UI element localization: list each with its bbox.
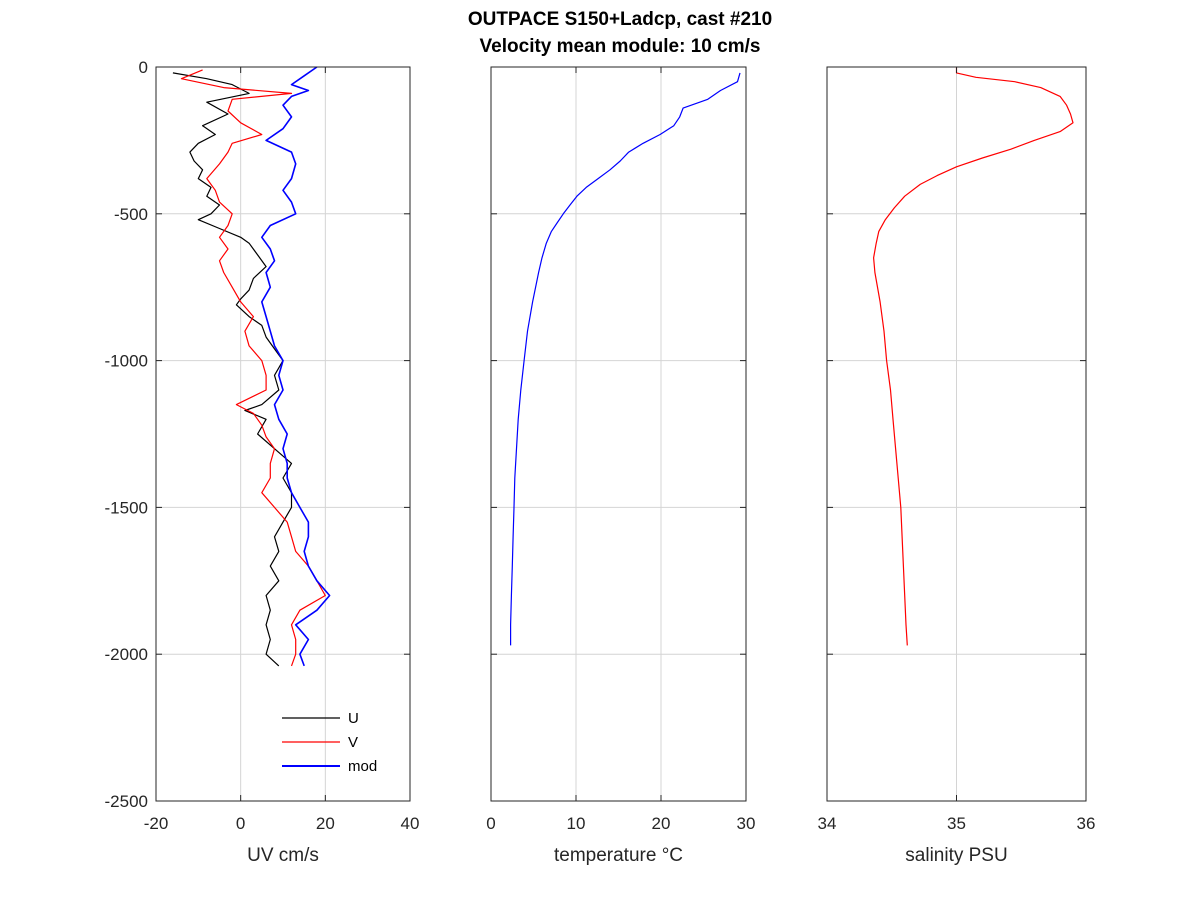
x-tick-label: 20 bbox=[316, 814, 335, 833]
axes-frame bbox=[490, 66, 747, 802]
legend-label-V: V bbox=[348, 734, 358, 751]
y-tick-label: 0 bbox=[139, 58, 148, 77]
y-tick-label: -1000 bbox=[105, 352, 148, 371]
panel-2: 0 10 20 30 temperature °C bbox=[486, 66, 756, 866]
series-line-U bbox=[172, 72, 293, 667]
y-tick-label: -1500 bbox=[105, 498, 148, 517]
x-tick-label: 36 bbox=[1077, 814, 1096, 833]
axes-frame bbox=[155, 66, 411, 802]
panel-3: 34 35 36 salinity PSU bbox=[818, 66, 1096, 866]
legend-label-mod: mod bbox=[348, 758, 377, 775]
figure-title-line1: OUTPACE S150+Ladcp, cast #210 bbox=[468, 9, 772, 30]
x-tick-label: -20 bbox=[144, 814, 169, 833]
series-line-profile-3 bbox=[872, 67, 1074, 646]
y-tick-label: -500 bbox=[114, 205, 148, 224]
x-axis-label: UV cm/s bbox=[247, 845, 319, 866]
series-line-V bbox=[180, 69, 326, 667]
legend-label-U: U bbox=[348, 710, 359, 727]
x-tick-label: 0 bbox=[486, 814, 495, 833]
x-axis-label: salinity PSU bbox=[905, 845, 1007, 866]
plot-area bbox=[491, 67, 746, 801]
x-tick-label: 34 bbox=[818, 814, 837, 833]
x-tick-label: 30 bbox=[737, 814, 756, 833]
y-tick-label: -2500 bbox=[105, 792, 148, 811]
plot-area bbox=[156, 67, 410, 801]
x-axis-label: temperature °C bbox=[554, 845, 683, 866]
panel-1: -20 0 20 40 0 -500 -1000 -1500 -2000 -2500 UV cm/s… bbox=[105, 58, 420, 866]
figure-title-line2: Velocity mean module: 10 cm/s bbox=[480, 36, 761, 57]
x-tick-label: 40 bbox=[401, 814, 420, 833]
x-tick-label: 20 bbox=[652, 814, 671, 833]
y-tick-label: -2000 bbox=[105, 645, 148, 664]
panels: -20 0 20 40 0 -500 -1000 -1500 -2000 -2500 UV cm/s… bbox=[105, 58, 1096, 866]
x-tick-label: 0 bbox=[236, 814, 245, 833]
series-line-profile-2 bbox=[510, 72, 741, 646]
series-line-mod bbox=[260, 66, 331, 667]
x-tick-label: 35 bbox=[947, 814, 966, 833]
x-tick-label: 10 bbox=[567, 814, 586, 833]
